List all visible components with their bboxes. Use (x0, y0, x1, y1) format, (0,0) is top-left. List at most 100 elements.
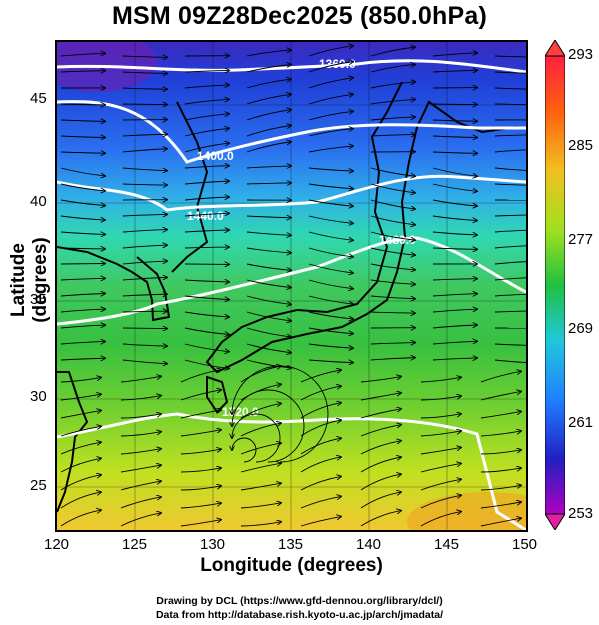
colorbar-label: 293 (568, 46, 594, 63)
wind-streamline (246, 110, 291, 121)
wind-streamline (480, 391, 521, 401)
wind-streamline (480, 431, 521, 437)
wind-streamline (360, 492, 401, 509)
wind-streamline (370, 263, 415, 270)
wind-streamline (370, 231, 415, 240)
wind-streamline (184, 128, 229, 137)
wind-streamline (432, 231, 477, 235)
contour-label: 1400.0 (197, 149, 234, 163)
wind-streamline (184, 181, 229, 185)
wind-streamline (420, 479, 461, 491)
wind-streamline (246, 142, 291, 153)
wind-streamline (122, 104, 167, 105)
wind-streamline (184, 327, 229, 334)
wind-streamline (246, 247, 291, 253)
wind-streamline (432, 199, 477, 206)
wind-streamline (494, 293, 526, 297)
wind-streamline (122, 167, 167, 171)
wind-streamline (308, 327, 353, 334)
wind-streamline (300, 420, 341, 437)
wind-streamline (432, 309, 477, 313)
wind-streamline (300, 386, 341, 401)
wind-streamline (184, 99, 229, 105)
wind-streamline (246, 327, 291, 337)
wind-streamline (122, 311, 167, 312)
wind-streamline (308, 359, 353, 363)
y-tick-label: 45 (30, 90, 47, 107)
wind-streamline (184, 247, 229, 248)
wind-streamline (232, 413, 281, 463)
wind-streamline (246, 359, 291, 368)
x-tick-label: 145 (434, 536, 460, 553)
y-tick-label: 30 (30, 388, 47, 405)
wind-streamline (308, 146, 353, 153)
wind-streamline (240, 443, 281, 455)
wind-streamline (420, 414, 461, 419)
colorbar-label: 277 (568, 231, 594, 248)
wind-streamline (184, 359, 229, 368)
colorbar-label: 253 (568, 505, 594, 522)
wind-streamline (432, 53, 477, 57)
contour-label: 1440.0 (187, 209, 224, 223)
wind-streamline (184, 114, 229, 121)
wind-streamline (122, 261, 167, 265)
colorbar-scale (545, 55, 565, 515)
wind-streamline (180, 410, 221, 419)
y-tick-label: 40 (30, 193, 47, 210)
wind-streamline (180, 486, 221, 491)
wind-streamline (494, 359, 526, 363)
x-tick-label: 150 (512, 536, 538, 553)
wind-streamline (494, 87, 526, 90)
wind-streamline (246, 79, 291, 89)
wind-streamline (60, 71, 105, 72)
wind-streamline (246, 343, 291, 353)
wind-streamline (120, 481, 161, 491)
wind-streamline (180, 468, 221, 473)
wind-streamline (60, 199, 105, 206)
wind-streamline (240, 366, 281, 383)
wind-streamline (120, 396, 161, 401)
wind-streamline (180, 430, 221, 437)
wind-streamline (120, 497, 161, 509)
wind-streamline (360, 409, 401, 419)
wind-streamline (246, 279, 291, 288)
wind-streamline (308, 111, 353, 121)
wind-streamline (184, 166, 229, 168)
wind-streamline (60, 278, 105, 280)
wind-streamline (122, 72, 167, 73)
wind-streamline (60, 377, 101, 383)
wind-streamline (480, 450, 521, 455)
wind-streamline (246, 263, 291, 270)
wind-streamline (60, 341, 105, 345)
wind-streamline (370, 358, 415, 360)
wind-streamline (122, 149, 167, 153)
colorbar-bottom-arrow (545, 513, 565, 530)
wind-streamline (300, 370, 341, 383)
wind-streamline (370, 99, 415, 105)
wind-streamline (240, 463, 281, 473)
wind-streamline (432, 152, 477, 153)
wind-streamline (60, 248, 105, 249)
wind-streamline (308, 263, 353, 273)
wind-streamline (60, 53, 105, 57)
wind-streamline (370, 343, 415, 344)
contour-label: 1480.0 (379, 233, 416, 247)
map-plot-area: 1360.0 1400.0 1440.0 1480.0 1520.0 (55, 40, 528, 532)
wind-streamline (60, 309, 105, 313)
wind-streamline (240, 403, 281, 419)
wind-streamline (360, 457, 401, 473)
wind-streamline (308, 279, 353, 289)
wind-streamline (370, 247, 415, 255)
wind-streamline (360, 377, 401, 383)
wind-streamline (184, 343, 229, 352)
wind-streamline (122, 184, 167, 185)
wind-streamline (184, 295, 229, 300)
wind-streamline (494, 71, 526, 74)
wind-streamline (60, 104, 105, 105)
wind-streamline (122, 230, 167, 233)
wind-streamline (308, 167, 353, 171)
wind-streamline (308, 311, 353, 319)
wind-streamline (432, 279, 477, 280)
wind-streamline (232, 365, 329, 463)
wind-streamline (300, 438, 341, 455)
